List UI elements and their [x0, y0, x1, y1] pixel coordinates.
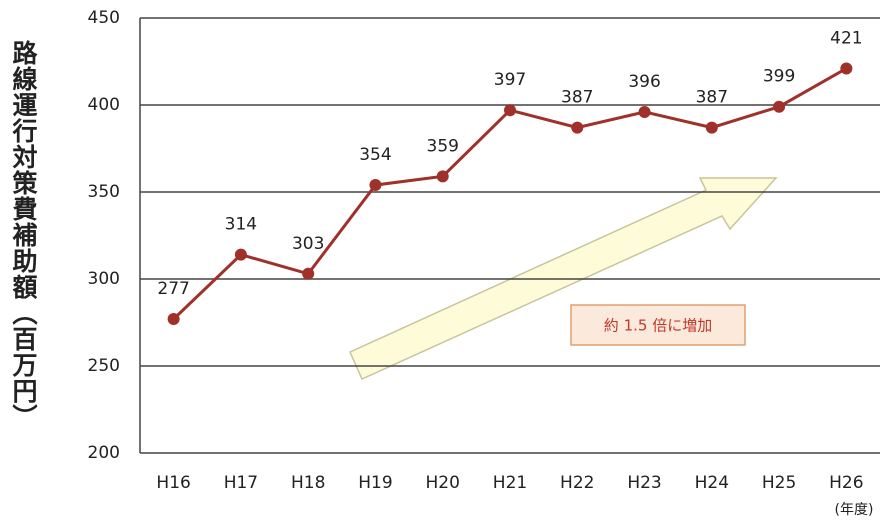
y-tick-label: 400 — [88, 95, 120, 115]
y-tick-label: 250 — [88, 356, 120, 376]
x-tick-label: H19 — [358, 473, 392, 493]
marker — [234, 248, 247, 261]
x-tick-label: H16 — [156, 473, 190, 493]
data-label: 354 — [359, 145, 391, 165]
x-unit: (年度) — [835, 502, 874, 518]
x-tick-label: H26 — [829, 473, 863, 493]
data-label: 359 — [427, 136, 459, 156]
marker — [571, 121, 584, 134]
marker — [436, 170, 449, 183]
y-axis-label: 路線運行対策費補助額（百万円） — [9, 40, 38, 430]
data-label: 399 — [763, 67, 795, 87]
x-tick-label: H18 — [291, 473, 325, 493]
marker — [705, 121, 718, 134]
data-label: 387 — [696, 88, 728, 108]
marker — [638, 105, 651, 118]
annotation-box — [570, 304, 746, 346]
data-label: 421 — [830, 28, 862, 48]
x-tick-label: H20 — [426, 473, 460, 493]
marker — [167, 313, 180, 326]
marker — [840, 62, 853, 75]
data-label: 303 — [292, 234, 324, 254]
data-label: 277 — [157, 279, 189, 299]
annotation: 約 1.5 倍に増加 — [604, 317, 712, 335]
x-tick-label: H23 — [627, 473, 661, 493]
marker — [369, 179, 382, 192]
x-tick-label: H24 — [695, 473, 729, 493]
y-tick-label: 300 — [88, 269, 120, 289]
x-tick-label: H22 — [560, 473, 594, 493]
x-tick-label: H25 — [762, 473, 796, 493]
x-tick-label: H21 — [493, 473, 527, 493]
y-tick-label: 350 — [88, 182, 120, 202]
data-label: 387 — [561, 88, 593, 108]
data-label: 397 — [494, 70, 526, 90]
marker — [504, 104, 516, 117]
y-tick-label: 200 — [88, 443, 120, 463]
data-label: 314 — [225, 215, 257, 235]
data-label: 396 — [628, 72, 660, 92]
y-tick-label: 450 — [88, 8, 120, 28]
marker — [773, 100, 786, 113]
x-tick-label: H17 — [224, 473, 258, 493]
marker — [302, 267, 315, 280]
